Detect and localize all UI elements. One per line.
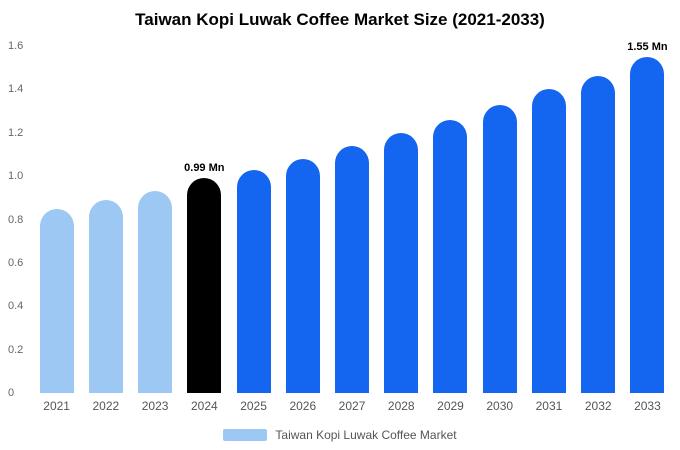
bar-2021 xyxy=(39,208,74,393)
x-axis-label: 2033 xyxy=(634,399,661,413)
x-axis-label: 2026 xyxy=(289,399,317,413)
bar-2028 xyxy=(384,132,419,393)
bar-2026 xyxy=(285,158,320,393)
x-axis-label: 2022 xyxy=(92,399,120,413)
bar-column xyxy=(278,158,327,393)
bar-column: 0.99 Mn xyxy=(180,162,229,393)
bar-2022 xyxy=(88,199,123,393)
bar-column xyxy=(327,145,376,393)
x-axis-label: 2032 xyxy=(584,399,612,413)
bar-column xyxy=(32,208,81,393)
x-axis-label: 2029 xyxy=(437,399,464,413)
y-axis: 0 0.2 0.4 0.6 0.8 1.0 1.2 1.4 1.6 xyxy=(0,0,28,450)
bar-column: 1.55 Mn xyxy=(623,41,672,393)
legend-swatch xyxy=(223,429,268,441)
y-tick-label: 0 xyxy=(8,387,15,399)
bar-2024 xyxy=(187,178,222,393)
x-axis-label: 2027 xyxy=(338,399,366,413)
y-tick-label: 1.2 xyxy=(8,126,24,139)
y-tick-label: 0.8 xyxy=(8,213,24,226)
y-tick-label: 1.4 xyxy=(8,83,24,96)
y-tick-label: 1.6 xyxy=(8,40,24,52)
bar-column xyxy=(130,191,179,393)
x-axis-label: 2023 xyxy=(141,399,169,413)
bar-column xyxy=(229,169,278,393)
y-tick-label: 0.4 xyxy=(8,300,24,313)
bar-2027 xyxy=(335,145,370,393)
bar-column xyxy=(81,199,130,393)
bar-column xyxy=(524,89,573,393)
chart-title: Taiwan Kopi Luwak Coffee Market Size (20… xyxy=(135,10,545,29)
x-axis-label: 2025 xyxy=(240,399,267,413)
bar-2025 xyxy=(236,169,271,393)
bar-2023 xyxy=(138,191,173,393)
bar-column xyxy=(574,76,623,393)
y-tick-label: 0.6 xyxy=(8,256,24,269)
bar-2031 xyxy=(531,89,566,393)
bar-2030 xyxy=(482,104,517,393)
y-tick-label: 0.2 xyxy=(8,343,24,356)
x-axis-label: 2030 xyxy=(486,399,514,413)
bar-column xyxy=(475,104,524,393)
bar-column xyxy=(377,132,426,393)
bar-value-label: 1.55 Mn xyxy=(627,40,668,53)
bar-column xyxy=(426,119,475,393)
x-axis: 2021 2022 2023 2024 2025 2026 2027 2028 2029 2030… xyxy=(32,399,672,413)
bar-2033 xyxy=(630,56,665,393)
x-axis-label: 2021 xyxy=(43,399,70,413)
bar-2029 xyxy=(433,119,468,393)
y-tick-label: 1.0 xyxy=(8,170,24,183)
legend-label: Taiwan Kopi Luwak Coffee Market xyxy=(275,428,457,442)
plot-area: 0.99 Mn 1.55 Mn xyxy=(32,41,672,393)
x-axis-label: 2024 xyxy=(190,399,218,413)
bar-value-label: 0.99 Mn xyxy=(184,162,225,175)
x-axis-label: 2031 xyxy=(535,399,563,413)
bar-2032 xyxy=(581,76,616,393)
legend: Taiwan Kopi Luwak Coffee Market xyxy=(0,428,680,442)
x-axis-label: 2028 xyxy=(387,399,415,413)
